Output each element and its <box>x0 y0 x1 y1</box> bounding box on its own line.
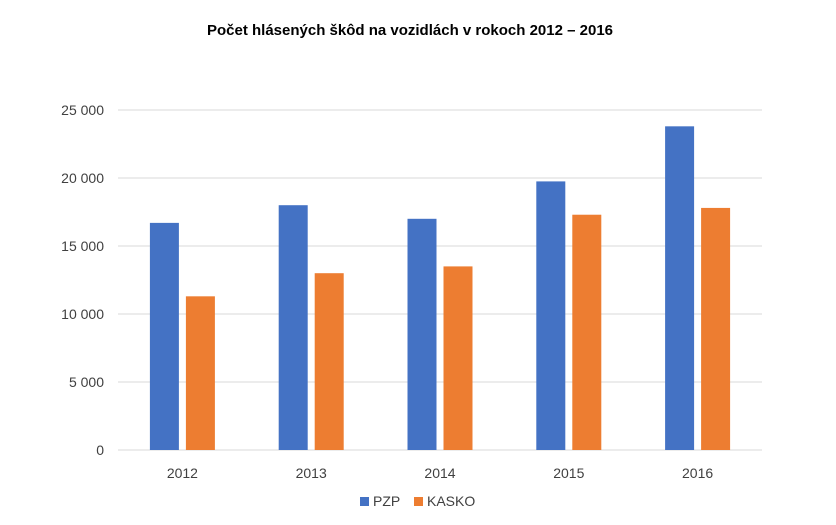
bar-pzp-2012 <box>149 222 179 450</box>
legend-swatch-kasko <box>414 497 423 506</box>
legend-label-pzp: PZP <box>373 493 400 509</box>
y-tick-label: 25 000 <box>61 102 104 118</box>
bar-pzp-2013 <box>278 205 308 450</box>
y-tick-label: 5 000 <box>69 374 104 390</box>
legend-label-kasko: KASKO <box>427 493 475 509</box>
bar-kasko-2016 <box>701 207 731 450</box>
y-tick-label: 15 000 <box>61 238 104 254</box>
bar-kasko-2012 <box>185 296 215 450</box>
x-tick-label: 2014 <box>424 465 455 481</box>
bar-pzp-2014 <box>407 218 437 450</box>
x-tick-label: 2015 <box>553 465 584 481</box>
chart-title: Počet hlásených škôd na vozidlách v roko… <box>206 22 614 39</box>
x-axis: 2012 2013 2014 2015 2016 <box>167 465 714 481</box>
bars <box>149 126 731 450</box>
y-tick-label: 10 000 <box>61 306 104 322</box>
x-tick-label: 2013 <box>296 465 327 481</box>
bar-pzp-2015 <box>536 181 566 450</box>
bar-kasko-2013 <box>314 273 344 450</box>
y-tick-label: 0 <box>96 442 104 458</box>
bar-pzp-2016 <box>665 126 695 450</box>
gridlines <box>118 109 762 451</box>
legend: PZP KASKO <box>360 493 475 509</box>
bar-kasko-2015 <box>572 214 602 450</box>
x-tick-label: 2012 <box>167 465 198 481</box>
y-tick-label: 20 000 <box>61 170 104 186</box>
legend-swatch-pzp <box>360 497 369 506</box>
y-axis: 0 5 000 10 000 15 000 20 000 25 000 <box>61 102 104 458</box>
bar-kasko-2014 <box>443 266 473 450</box>
x-tick-label: 2016 <box>682 465 713 481</box>
